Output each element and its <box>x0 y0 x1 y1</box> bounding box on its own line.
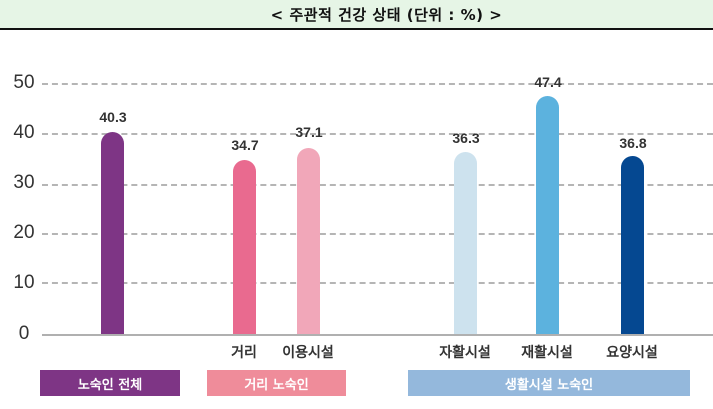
chart-title-banner: < 주관적 건강 상태 (단위 : %) > <box>0 0 713 30</box>
bar-chart: 50 40 30 20 10 0 40.3 34.7 37.1 36.3 47.… <box>0 31 713 409</box>
chart-title: < 주관적 건강 상태 (단위 : %) > <box>270 5 503 24</box>
gridline-10 <box>42 282 713 284</box>
bar-nursing-facility <box>621 156 644 334</box>
bar-drop-in-facility <box>297 148 320 334</box>
y-tick-10: 10 <box>13 272 35 293</box>
value-label-street: 34.7 <box>231 137 259 153</box>
x-label-self-support-facility: 자활시설 <box>439 345 491 361</box>
bar-self-support-facility <box>454 152 477 334</box>
value-label-drop-in-facility: 37.1 <box>295 124 323 140</box>
y-tick-50: 50 <box>13 72 35 93</box>
y-tick-20: 20 <box>13 222 35 243</box>
value-label-self-support-facility: 36.3 <box>452 130 480 146</box>
y-tick-30: 30 <box>13 172 35 193</box>
legend-group-street-homeless: 거리 노숙인 <box>207 370 346 396</box>
y-tick-40: 40 <box>13 122 35 143</box>
legend-group-total: 노숙인 전체 <box>40 370 180 396</box>
value-label-rehab-facility: 47.4 <box>534 74 562 90</box>
gridline-50 <box>42 83 713 85</box>
gridline-40 <box>42 133 713 135</box>
value-label-nursing-facility: 36.8 <box>619 135 647 151</box>
bar-total <box>101 132 124 334</box>
y-tick-0: 0 <box>18 323 30 344</box>
gridline-30 <box>42 184 713 186</box>
legend-label-facility-homeless: 생활시설 노숙인 <box>504 377 594 393</box>
x-label-rehab-facility: 재활시설 <box>521 345 573 361</box>
value-label-total: 40.3 <box>99 109 127 125</box>
bar-rehab-facility <box>536 96 559 334</box>
gridline-20 <box>42 233 713 235</box>
legend-label-street-homeless: 거리 노숙인 <box>244 377 309 393</box>
x-label-nursing-facility: 요양시설 <box>606 345 658 361</box>
legend-group-facility-homeless: 생활시설 노숙인 <box>408 370 690 396</box>
bar-street <box>233 160 256 334</box>
legend-label-total: 노숙인 전체 <box>77 377 143 393</box>
x-axis-baseline <box>42 334 713 336</box>
x-label-drop-in-facility: 이용시설 <box>282 345 334 361</box>
x-label-street: 거리 <box>231 345 257 361</box>
